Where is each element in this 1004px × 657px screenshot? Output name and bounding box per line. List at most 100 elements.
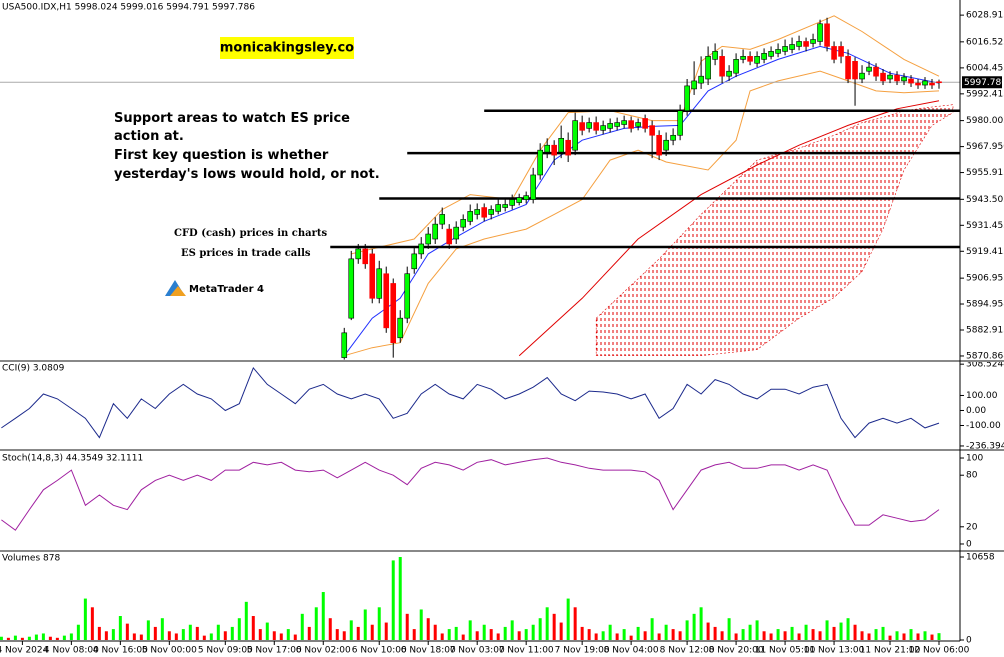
y-tick-label: 5906.955 — [966, 274, 1004, 284]
indicator-title: Volumes 878 — [2, 554, 60, 564]
candle-body — [593, 122, 599, 131]
price-tag-label: 5997.786 — [964, 78, 1004, 88]
volume-bar — [559, 622, 563, 640]
x-tick-label: 4 Nov 2024 — [0, 646, 49, 656]
volume-bar — [279, 633, 283, 640]
volume-bar — [825, 620, 829, 640]
volume-bar — [671, 629, 675, 640]
candle-body — [586, 122, 592, 129]
volume-bar — [902, 633, 906, 640]
x-tick-label: 5 Nov 09:00 — [198, 646, 253, 656]
volume-bar — [720, 631, 724, 640]
candle-body — [635, 122, 641, 127]
volume-bar — [818, 631, 822, 640]
volume-bar — [41, 633, 45, 640]
volume-bar — [55, 637, 59, 640]
cloud — [595, 104, 954, 357]
volume-bar — [104, 631, 108, 640]
candle-body — [642, 118, 648, 129]
logo: MetaTrader 4 — [165, 280, 264, 296]
volume-bar — [251, 616, 255, 640]
candle-body — [936, 81, 942, 84]
panel — [1, 366, 940, 439]
candle-body — [411, 253, 418, 270]
volume-bar — [790, 626, 794, 640]
x-tick-label: 6 Nov 02:00 — [296, 646, 351, 656]
volume-bar — [874, 629, 878, 640]
y-tick-label: 5992.413 — [966, 89, 1004, 99]
volume-bar — [83, 598, 87, 640]
volume-bar — [608, 624, 612, 640]
volume-bar — [258, 629, 262, 640]
volume-bar — [587, 629, 591, 640]
x-tick-label: 6 Nov 10:00 — [352, 646, 407, 656]
volume-bar — [524, 629, 528, 640]
candle-body — [481, 207, 487, 218]
volume-bar — [839, 622, 843, 640]
volume-bar — [895, 631, 899, 640]
volume-bar — [734, 633, 738, 640]
volume-bar — [552, 613, 556, 640]
candle-body — [740, 56, 746, 60]
candle-body — [663, 139, 669, 151]
indicator-line — [351, 15, 940, 255]
panel — [0, 556, 941, 640]
candle-body — [474, 209, 481, 215]
volume-bar — [139, 634, 143, 640]
candle-body — [628, 120, 634, 129]
volume-bar — [538, 618, 542, 640]
candle-body — [796, 41, 802, 47]
volume-bar — [419, 609, 423, 640]
candle-body — [460, 219, 467, 228]
volume-bar — [34, 634, 38, 640]
candle-body — [523, 195, 529, 200]
volume-bar — [146, 620, 150, 640]
candle-body — [537, 149, 543, 176]
candle-body — [621, 120, 627, 125]
candle-body — [390, 283, 397, 344]
candle-body — [516, 197, 522, 203]
volume-bar — [97, 626, 101, 640]
y-tick-label: 6004.453 — [966, 63, 1004, 73]
brand-box — [220, 37, 354, 59]
y-tick-label: 100.00 — [966, 391, 998, 401]
volume-bar — [118, 616, 122, 640]
volume-bar — [111, 629, 115, 640]
volume-bar — [181, 629, 185, 640]
volume-bar — [0, 636, 3, 640]
volume-bar — [622, 629, 626, 640]
volume-bar — [335, 629, 339, 640]
candle-body — [866, 66, 872, 72]
axis: 6028.913 6016.525 6004.453 5992.413 5980.003… — [960, 11, 1004, 361]
volume-bar — [678, 631, 682, 640]
indicator-title: Stoch(14,8,3) 44.3549 32.1111 — [2, 454, 143, 464]
x-tick-label: 12 Nov 06:00 — [909, 646, 970, 656]
volume-bar — [160, 618, 164, 640]
y-tick-label: 6016.525 — [966, 37, 1004, 47]
panel — [0, 15, 960, 360]
volume-bar — [391, 560, 395, 640]
volume-bar — [188, 624, 192, 640]
candle-body — [789, 44, 795, 50]
candle-body — [362, 248, 369, 265]
volume-bar — [265, 622, 269, 640]
candle-body — [817, 23, 823, 42]
volume-bar — [594, 633, 598, 640]
panel — [1, 457, 940, 531]
volume-bar — [573, 607, 577, 640]
volume-bar — [930, 634, 934, 640]
volume-bar — [923, 631, 927, 640]
candle-body — [404, 273, 411, 319]
candle-body — [733, 59, 739, 74]
candle-body — [845, 56, 851, 80]
candle-body — [810, 39, 816, 44]
candle-body — [712, 51, 718, 60]
candle-body — [558, 137, 564, 153]
candle-body — [691, 80, 697, 90]
candle-body — [698, 75, 704, 84]
volume-bar — [363, 609, 367, 640]
y-tick-label: 20 — [966, 522, 978, 532]
candle-body — [488, 209, 494, 215]
